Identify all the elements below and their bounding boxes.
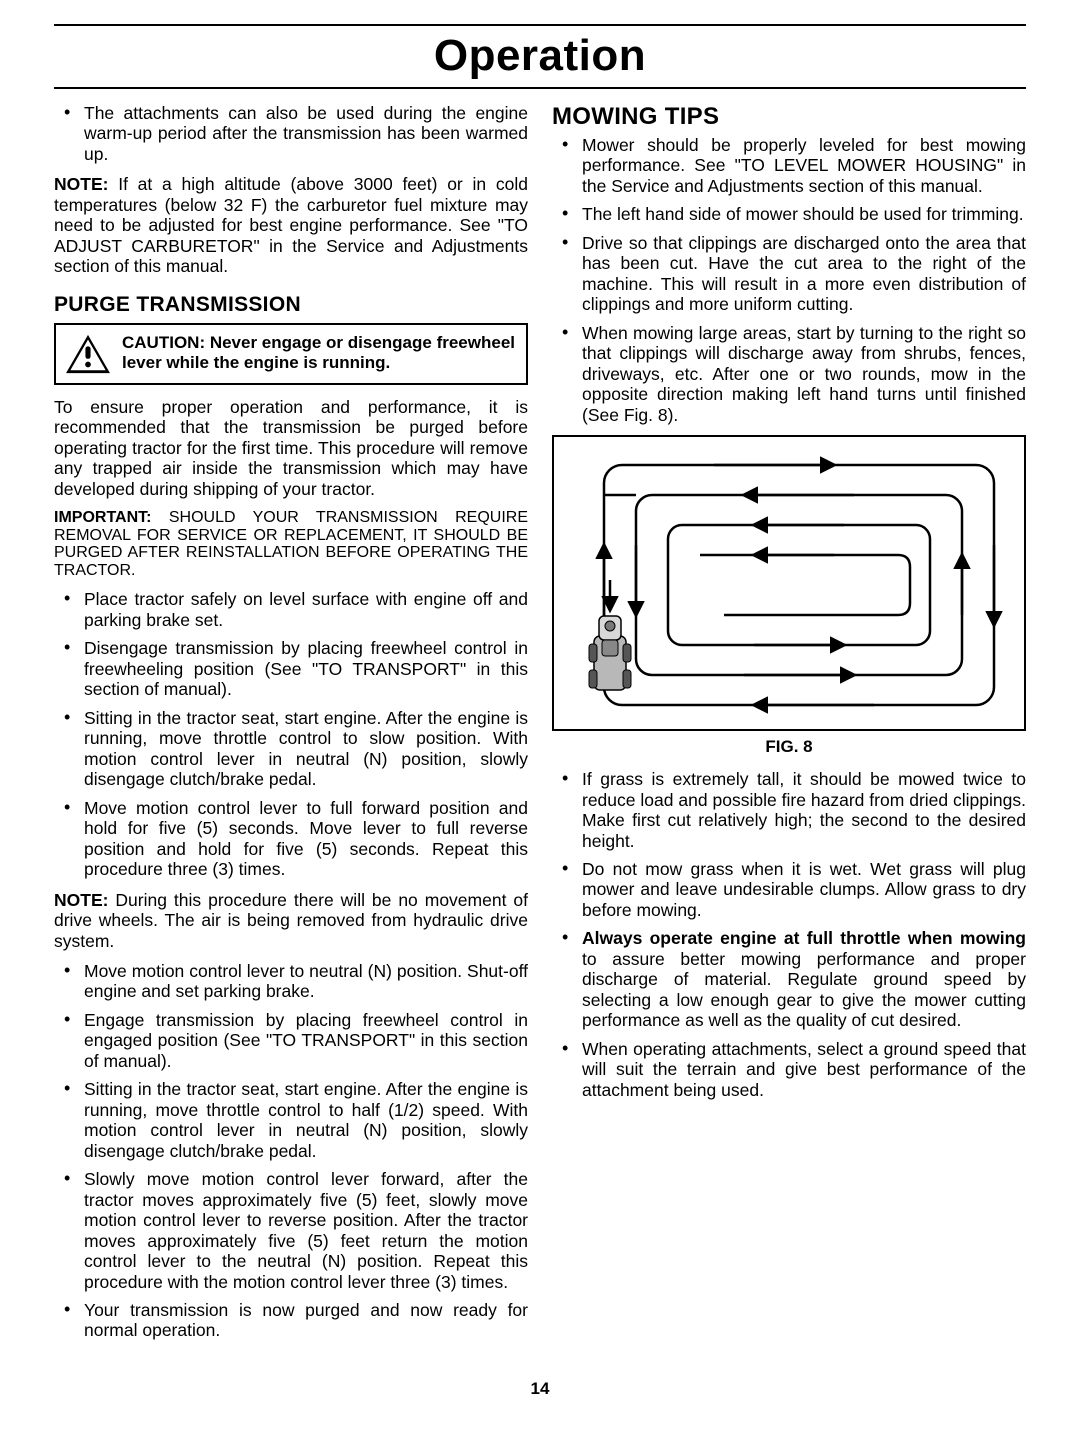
left-column: The attachments can also be used during … [54,103,528,1351]
purge-list-1: Place tractor safely on level surface wi… [54,589,528,879]
list-item: Slowly move motion control lever forward… [54,1169,528,1292]
mowing-head: MOWING TIPS [552,103,1026,131]
list-item: Move motion control lever to full forwar… [54,798,528,880]
important-paragraph: IMPORTANT: SHOULD YOUR TRANSMISSION REQU… [54,509,528,579]
right-column: MOWING TIPS Mower should be properly lev… [552,103,1026,1351]
list-item: Engage transmission by placing freewheel… [54,1010,528,1071]
list-item: Drive so that clippings are discharged o… [552,233,1026,315]
list-item: If grass is extremely tall, it should be… [552,769,1026,851]
title-rule-top: Operation [54,24,1026,89]
important-label: IMPORTANT: [54,509,151,526]
list-item: Your transmission is now purged and now … [54,1300,528,1341]
list-item: When operating attachments, select a gro… [552,1039,1026,1100]
page-number: 14 [54,1379,1026,1399]
list-item: Sitting in the tractor seat, start engin… [54,1079,528,1161]
note-text: If at a high altitude (above 3000 feet) … [54,174,528,276]
tractor-icon [589,580,631,690]
list-item: When mowing large areas, start by turnin… [552,323,1026,425]
list-item: Sitting in the tractor seat, start engin… [54,708,528,790]
intro-list: The attachments can also be used during … [54,103,528,164]
note2-text: During this procedure there will be no m… [54,890,528,951]
note2-paragraph: NOTE: During this procedure there will b… [54,890,528,951]
two-column-layout: The attachments can also be used during … [54,103,1026,1351]
purge-intro: To ensure proper operation and performan… [54,397,528,499]
list-item: Mower should be properly leveled for bes… [552,135,1026,196]
list-item: Move motion control lever to neutral (N)… [54,961,528,1002]
warning-triangle-icon [64,333,112,375]
note-paragraph: NOTE: If at a high altitude (above 3000 … [54,174,528,276]
throttle-bold: Always operate engine at full throttle w… [582,928,1026,948]
list-item: The attachments can also be used during … [54,103,528,164]
figure-8-box [552,435,1026,731]
list-item: Disengage transmission by placing freewh… [54,638,528,699]
mowing-list-1: Mower should be properly leveled for bes… [552,135,1026,425]
throttle-rest: to assure better mowing performance and … [582,949,1026,1030]
note2-label: NOTE: [54,890,108,910]
mowing-list-2: If grass is extremely tall, it should be… [552,769,1026,1100]
caution-box: CAUTION: Never engage or disengage freew… [54,323,528,385]
caution-text: CAUTION: Never engage or disengage freew… [122,333,516,374]
note-label: NOTE: [54,174,108,194]
list-item: Place tractor safely on level surface wi… [54,589,528,630]
list-item: The left hand side of mower should be us… [552,204,1026,224]
mowing-pattern-diagram [574,455,1004,715]
purge-list-2: Move motion control lever to neutral (N)… [54,961,528,1341]
list-item: Do not mow grass when it is wet. Wet gra… [552,859,1026,920]
page-title: Operation [54,26,1026,87]
list-item: Always operate engine at full throttle w… [552,928,1026,1030]
figure-caption: FIG. 8 [552,737,1026,757]
purge-subhead: PURGE TRANSMISSION [54,293,528,317]
